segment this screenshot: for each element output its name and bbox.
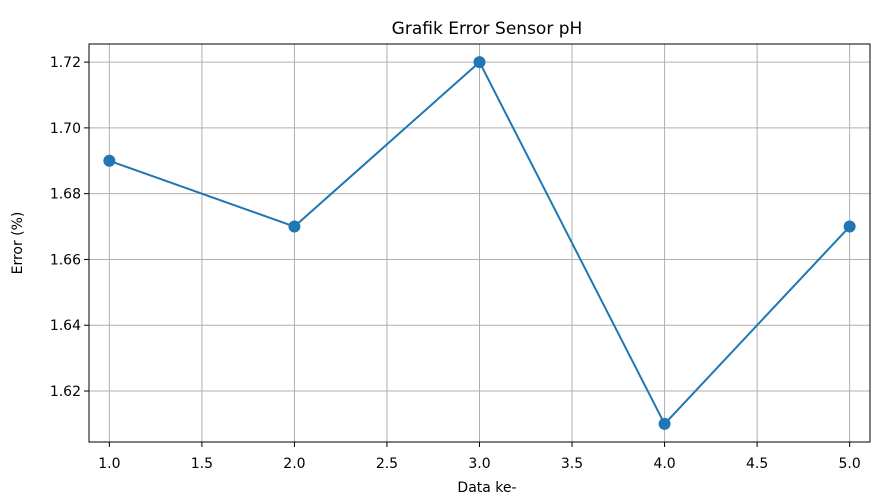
chart-title: Grafik Error Sensor pH [392,19,583,39]
data-point [103,154,116,167]
grid-lines [89,44,870,442]
x-tick-label: 2.0 [283,456,305,472]
y-tick-label: 1.70 [50,121,81,137]
x-tick-label: 4.0 [653,456,675,472]
x-tick-label: 3.5 [561,456,583,472]
x-tick-label: 1.0 [98,456,120,472]
x-tick-label: 2.5 [376,456,398,472]
x-axis: 1.0 1.5 2.0 2.5 3.0 3.5 4.0 4.5 5.0 [98,442,861,472]
x-tick-label: 4.5 [746,456,768,472]
y-axis: 1.62 1.64 1.66 1.68 1.70 1.72 [50,55,89,400]
x-tick-label: 3.0 [468,456,490,472]
y-tick-label: 1.68 [50,187,81,203]
y-tick-label: 1.64 [50,318,81,334]
data-point [843,220,856,233]
y-axis-label: Error (%) [10,212,26,275]
data-point [288,220,301,233]
y-tick-label: 1.72 [50,55,81,71]
data-point [473,56,486,69]
x-axis-label: Data ke- [457,480,516,495]
y-tick-label: 1.66 [50,252,81,268]
y-tick-label: 1.62 [50,384,81,400]
series-layer [103,56,856,430]
x-tick-label: 5.0 [839,456,861,472]
x-tick-label: 1.5 [191,456,213,472]
data-point [658,417,671,430]
